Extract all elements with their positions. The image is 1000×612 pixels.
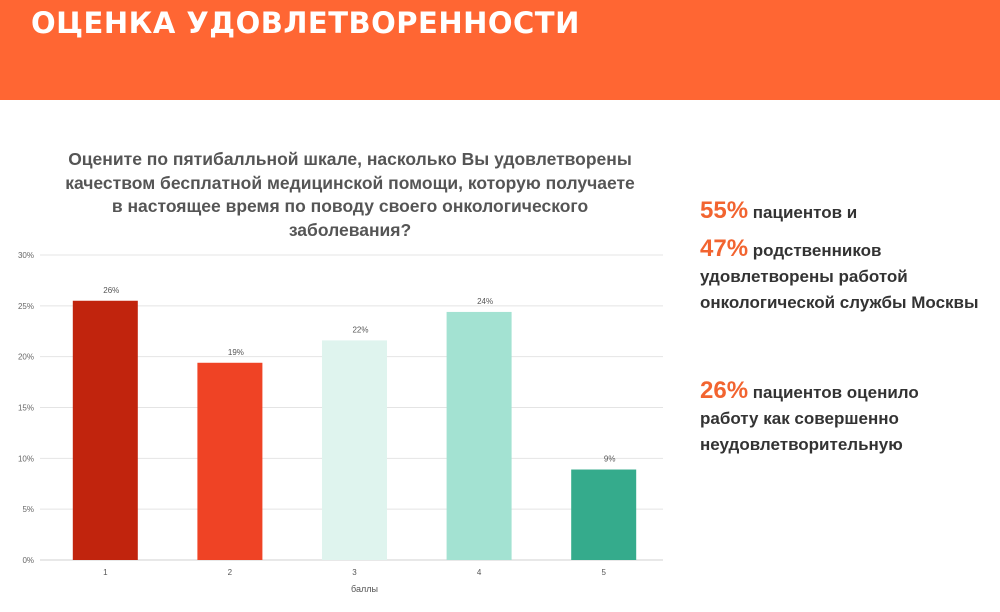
bar xyxy=(197,362,263,560)
x-tick-label: 2 xyxy=(228,568,233,577)
bar xyxy=(322,340,387,560)
data-label: 19% xyxy=(228,348,244,357)
x-tick-label: 5 xyxy=(601,568,606,577)
x-tick-label: 3 xyxy=(352,568,357,577)
header-bar xyxy=(0,0,1000,100)
bar xyxy=(446,311,512,560)
fact-text: работу как совершенно xyxy=(700,409,899,428)
page-title: ОЦЕНКА УДОВЛЕТВОРЕННОСТИ xyxy=(31,6,580,40)
data-label: 9% xyxy=(604,455,616,464)
fact-1: 55% пациентов и xyxy=(700,198,857,226)
fact-value: 26% xyxy=(700,377,749,404)
bar-chart: 0% 5% 10% 15% 20% 25% 30% 26% 1 19% 2 22% 3 24% 4 9% 5 ба… xyxy=(18,251,663,594)
x-tick-label: 4 xyxy=(477,568,482,577)
y-tick-label: 15% xyxy=(18,404,34,413)
y-tick-label: 10% xyxy=(18,454,34,463)
data-label: 24% xyxy=(477,297,493,306)
fact-2: 47% родственников удовлетворены работой он… xyxy=(700,236,979,316)
fact-3: 26% пациентов оценило работу как совершен… xyxy=(700,378,919,458)
fact-text: неудовлетворительную xyxy=(700,435,903,454)
chart-title: Оцените по пятибалльной шкале, насколько… xyxy=(65,149,635,240)
fact-text: онкологической службы Москвы xyxy=(700,293,979,312)
y-tick-label: 25% xyxy=(18,302,34,311)
y-tick-label: 5% xyxy=(22,505,34,514)
x-tick-label: 1 xyxy=(103,568,108,577)
y-tick-label: 20% xyxy=(18,353,34,362)
y-tick-label: 0% xyxy=(22,556,34,565)
fact-text: пациентов и xyxy=(748,203,858,222)
fact-value: 47% xyxy=(700,235,749,262)
fact-text: родственников xyxy=(748,241,882,260)
bar xyxy=(72,300,138,560)
x-axis-label: баллы xyxy=(351,584,378,594)
fact-text: пациентов оценило xyxy=(748,383,919,402)
bar xyxy=(571,469,637,560)
data-label: 22% xyxy=(352,325,368,334)
fact-text: удовлетворены работой xyxy=(700,267,908,286)
fact-value: 55% xyxy=(700,197,749,224)
data-label: 26% xyxy=(103,286,119,295)
y-tick-label: 30% xyxy=(18,251,34,260)
